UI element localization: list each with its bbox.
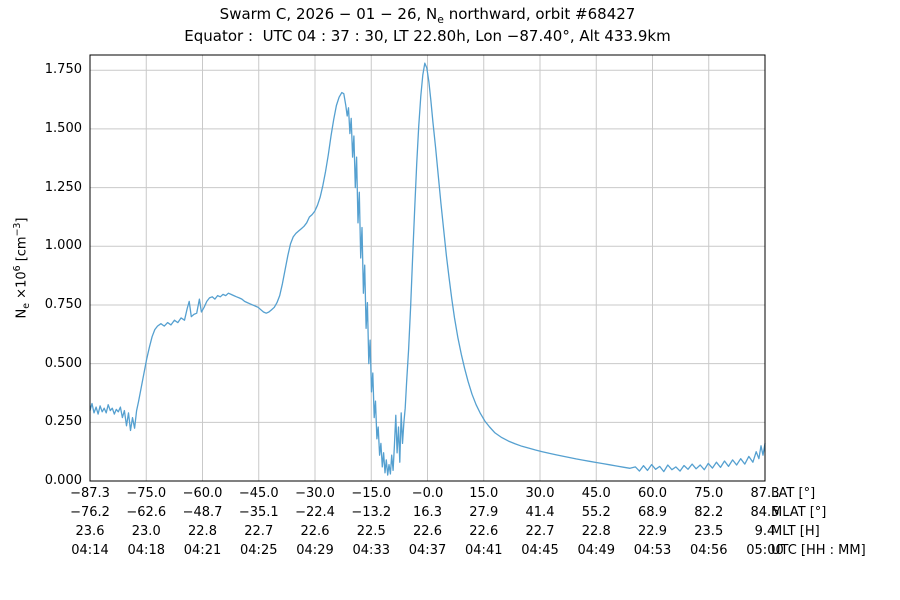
- axes-frame: [89, 54, 766, 482]
- y-axis-label-unit-exp: −3: [12, 222, 24, 237]
- y-tick-label: 1.000: [44, 238, 82, 254]
- x-tick-label: 22.6: [300, 524, 330, 539]
- x-tick-label: −75.0: [126, 486, 167, 501]
- x-tick-label: −22.4: [295, 505, 335, 520]
- x-tick-label: 22.7: [525, 524, 555, 539]
- y-tick-label: 0.000: [44, 473, 82, 488]
- x-axis-row-label: UTC [HH : MM]: [771, 543, 866, 558]
- x-tick-label: 22.5: [356, 524, 386, 539]
- plot-line: [89, 62, 766, 476]
- x-tick-label: −48.7: [182, 505, 223, 520]
- x-tick-label: 9.4: [754, 524, 776, 539]
- y-tick-label: 0.500: [44, 355, 82, 371]
- x-tick-label: 45.0: [581, 486, 611, 501]
- x-tick-label: 41.4: [525, 505, 555, 520]
- chart-title-text-2: northward, orbit #68427: [443, 5, 636, 23]
- chart-title-text: Swarm C, 2026 − 01 − 26, N: [219, 5, 438, 23]
- y-tick-label: 1.750: [44, 62, 82, 78]
- y-tick-label: 0.250: [44, 414, 82, 430]
- y-axis-label-exp: 6: [12, 265, 24, 272]
- x-tick-label: 04:37: [408, 543, 447, 558]
- x-tick-label: 23.0: [131, 524, 161, 539]
- y-axis-label-unit-close: ]: [14, 217, 30, 223]
- x-tick-label: 22.7: [244, 524, 274, 539]
- x-tick-label: −62.6: [126, 505, 167, 520]
- x-tick-label: 04:41: [465, 543, 503, 558]
- x-tick-label: 23.5: [694, 524, 724, 539]
- x-tick-label: 04:29: [296, 543, 334, 558]
- x-tick-label: 27.9: [469, 505, 499, 520]
- x-tick-label: 04:56: [690, 543, 728, 558]
- x-tick-label: 04:25: [240, 543, 278, 558]
- x-axis-row-label: MLAT [°]: [771, 505, 827, 520]
- x-tick-label: 87.3: [750, 486, 780, 501]
- x-tick-label: 04:18: [127, 543, 165, 558]
- chart-title-subscript: e: [437, 13, 444, 26]
- x-tick-label: −76.2: [70, 505, 110, 520]
- x-tick-label: 05:00: [746, 543, 784, 558]
- y-tick-label: 1.250: [44, 179, 82, 195]
- x-tick-label: 60.0: [638, 486, 667, 501]
- x-tick-label: 04:45: [521, 543, 559, 558]
- x-tick-label: −0.0: [411, 486, 444, 501]
- x-tick-label: −15.0: [351, 486, 392, 501]
- x-tick-label: 75.0: [694, 486, 724, 501]
- x-tick-label: 04:53: [633, 543, 672, 558]
- x-tick-label: 22.9: [638, 524, 667, 539]
- x-tick-label: 15.0: [469, 486, 499, 501]
- x-tick-label: −60.0: [182, 486, 223, 501]
- x-tick-label: 04:14: [71, 543, 109, 558]
- x-tick-label: 04:21: [183, 543, 222, 558]
- y-tick-label: 0.750: [44, 296, 82, 312]
- chart-title: Swarm C, 2026 − 01 − 26, Ne northward, o…: [90, 5, 765, 26]
- x-tick-label: −30.0: [295, 486, 335, 501]
- x-tick-label: 16.3: [413, 505, 442, 520]
- y-tick-label: 1.500: [44, 120, 82, 136]
- x-tick-label: 22.6: [469, 524, 499, 539]
- x-tick-label: 55.2: [581, 505, 611, 520]
- x-tick-label: −35.1: [238, 505, 279, 520]
- x-tick-label: 22.8: [581, 524, 611, 539]
- x-tick-label: 22.8: [188, 524, 217, 539]
- chart-subtitle: Equator : UTC 04 : 37 : 30, LT 22.80h, L…: [184, 27, 671, 45]
- x-tick-label: −87.3: [70, 486, 110, 501]
- x-tick-label: 23.6: [75, 524, 105, 539]
- x-tick-label: 04:49: [577, 543, 615, 558]
- x-tick-label: 68.9: [638, 505, 667, 520]
- x-tick-label: −13.2: [351, 505, 392, 520]
- x-tick-label: 04:33: [352, 543, 390, 558]
- x-tick-label: −45.0: [238, 486, 279, 501]
- x-tick-label: 30.0: [525, 486, 555, 501]
- x-tick-label: 82.2: [694, 505, 724, 520]
- x-tick-label: 22.6: [413, 524, 442, 539]
- x-axis-row-label: LAT [°]: [771, 486, 816, 501]
- x-tick-label: 84.5: [750, 505, 780, 520]
- x-axis-row-label: MLT [H]: [771, 524, 820, 539]
